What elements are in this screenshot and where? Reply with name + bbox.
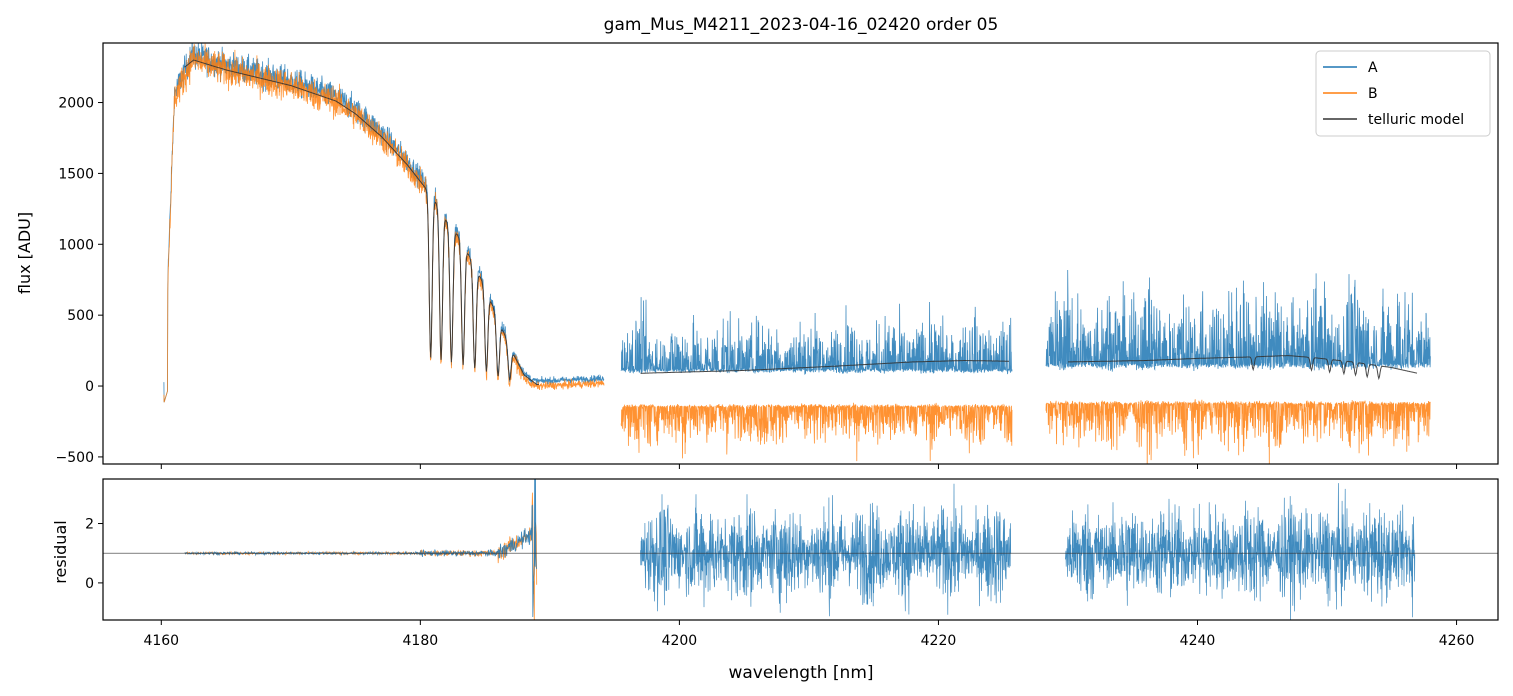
x-tick-label: 4240 bbox=[1180, 633, 1216, 649]
y-tick-label: 2 bbox=[85, 517, 94, 533]
legend-box bbox=[1315, 50, 1491, 137]
series-b-residual-segment-1 bbox=[184, 492, 538, 620]
legend-label: telluric model bbox=[1368, 112, 1464, 128]
y-tick-label: 2000 bbox=[58, 96, 94, 112]
y-tick-label: 1000 bbox=[58, 237, 94, 253]
x-tick-label: 4220 bbox=[921, 633, 957, 649]
flux-y-ticks: −500 0 500 1000 1500 2000 bbox=[56, 96, 103, 466]
residual-panel: 02 4160 4180 4200 4220 4240 4260 residual wav… bbox=[51, 478, 1499, 683]
y-tick-label: 1500 bbox=[58, 166, 94, 182]
y-tick-label: 0 bbox=[85, 576, 94, 592]
telluric-model-segment-3 bbox=[1068, 355, 1418, 381]
series-b-flux-segment-3 bbox=[1045, 399, 1431, 464]
chart-title: gam_Mus_M4211_2023-04-16_02420 order 05 bbox=[604, 15, 999, 35]
y-tick-label: 500 bbox=[67, 308, 94, 324]
series-a-residual-segment-3 bbox=[1065, 483, 1416, 620]
legend-label: B bbox=[1368, 86, 1378, 102]
flux-x-ticks bbox=[160, 464, 1458, 469]
series-b-flux-segment-2 bbox=[620, 402, 1013, 462]
residual-y-ticks: 02 bbox=[85, 517, 103, 592]
x-tick-label: 4260 bbox=[1439, 633, 1475, 649]
x-tick-label: 4200 bbox=[662, 633, 698, 649]
y-tick-label: −500 bbox=[56, 450, 94, 466]
flux-axes-frame bbox=[102, 42, 1499, 465]
series-a-residual-segment-2 bbox=[640, 483, 1012, 617]
series-a-flux-segment-1 bbox=[163, 43, 605, 403]
series-a-flux-segment-3 bbox=[1045, 269, 1431, 372]
x-axis-label: wavelength [nm] bbox=[728, 663, 873, 683]
residual-x-ticks: 4160 4180 4200 4220 4240 4260 bbox=[143, 620, 1474, 649]
flux-panel: −500 0 500 1000 1500 2000 flux [ADU] ABtellur… bbox=[15, 42, 1499, 469]
x-tick-label: 4180 bbox=[403, 633, 439, 649]
residual-y-label: residual bbox=[51, 520, 70, 583]
residual-axes-frame bbox=[102, 478, 1499, 621]
series-b-flux-segment-1 bbox=[163, 43, 605, 403]
flux-data bbox=[163, 43, 1431, 464]
series-a-residual-segment-1 bbox=[184, 479, 538, 618]
flux-y-label: flux [ADU] bbox=[15, 212, 34, 294]
telluric-model-segment-2 bbox=[640, 360, 1009, 374]
residual-data bbox=[103, 479, 1498, 620]
legend-label: A bbox=[1368, 60, 1378, 76]
series-a-flux-segment-2 bbox=[620, 297, 1013, 375]
y-tick-label: 0 bbox=[85, 379, 94, 395]
x-tick-label: 4160 bbox=[143, 633, 179, 649]
telluric-model-segment-1 bbox=[184, 59, 539, 386]
